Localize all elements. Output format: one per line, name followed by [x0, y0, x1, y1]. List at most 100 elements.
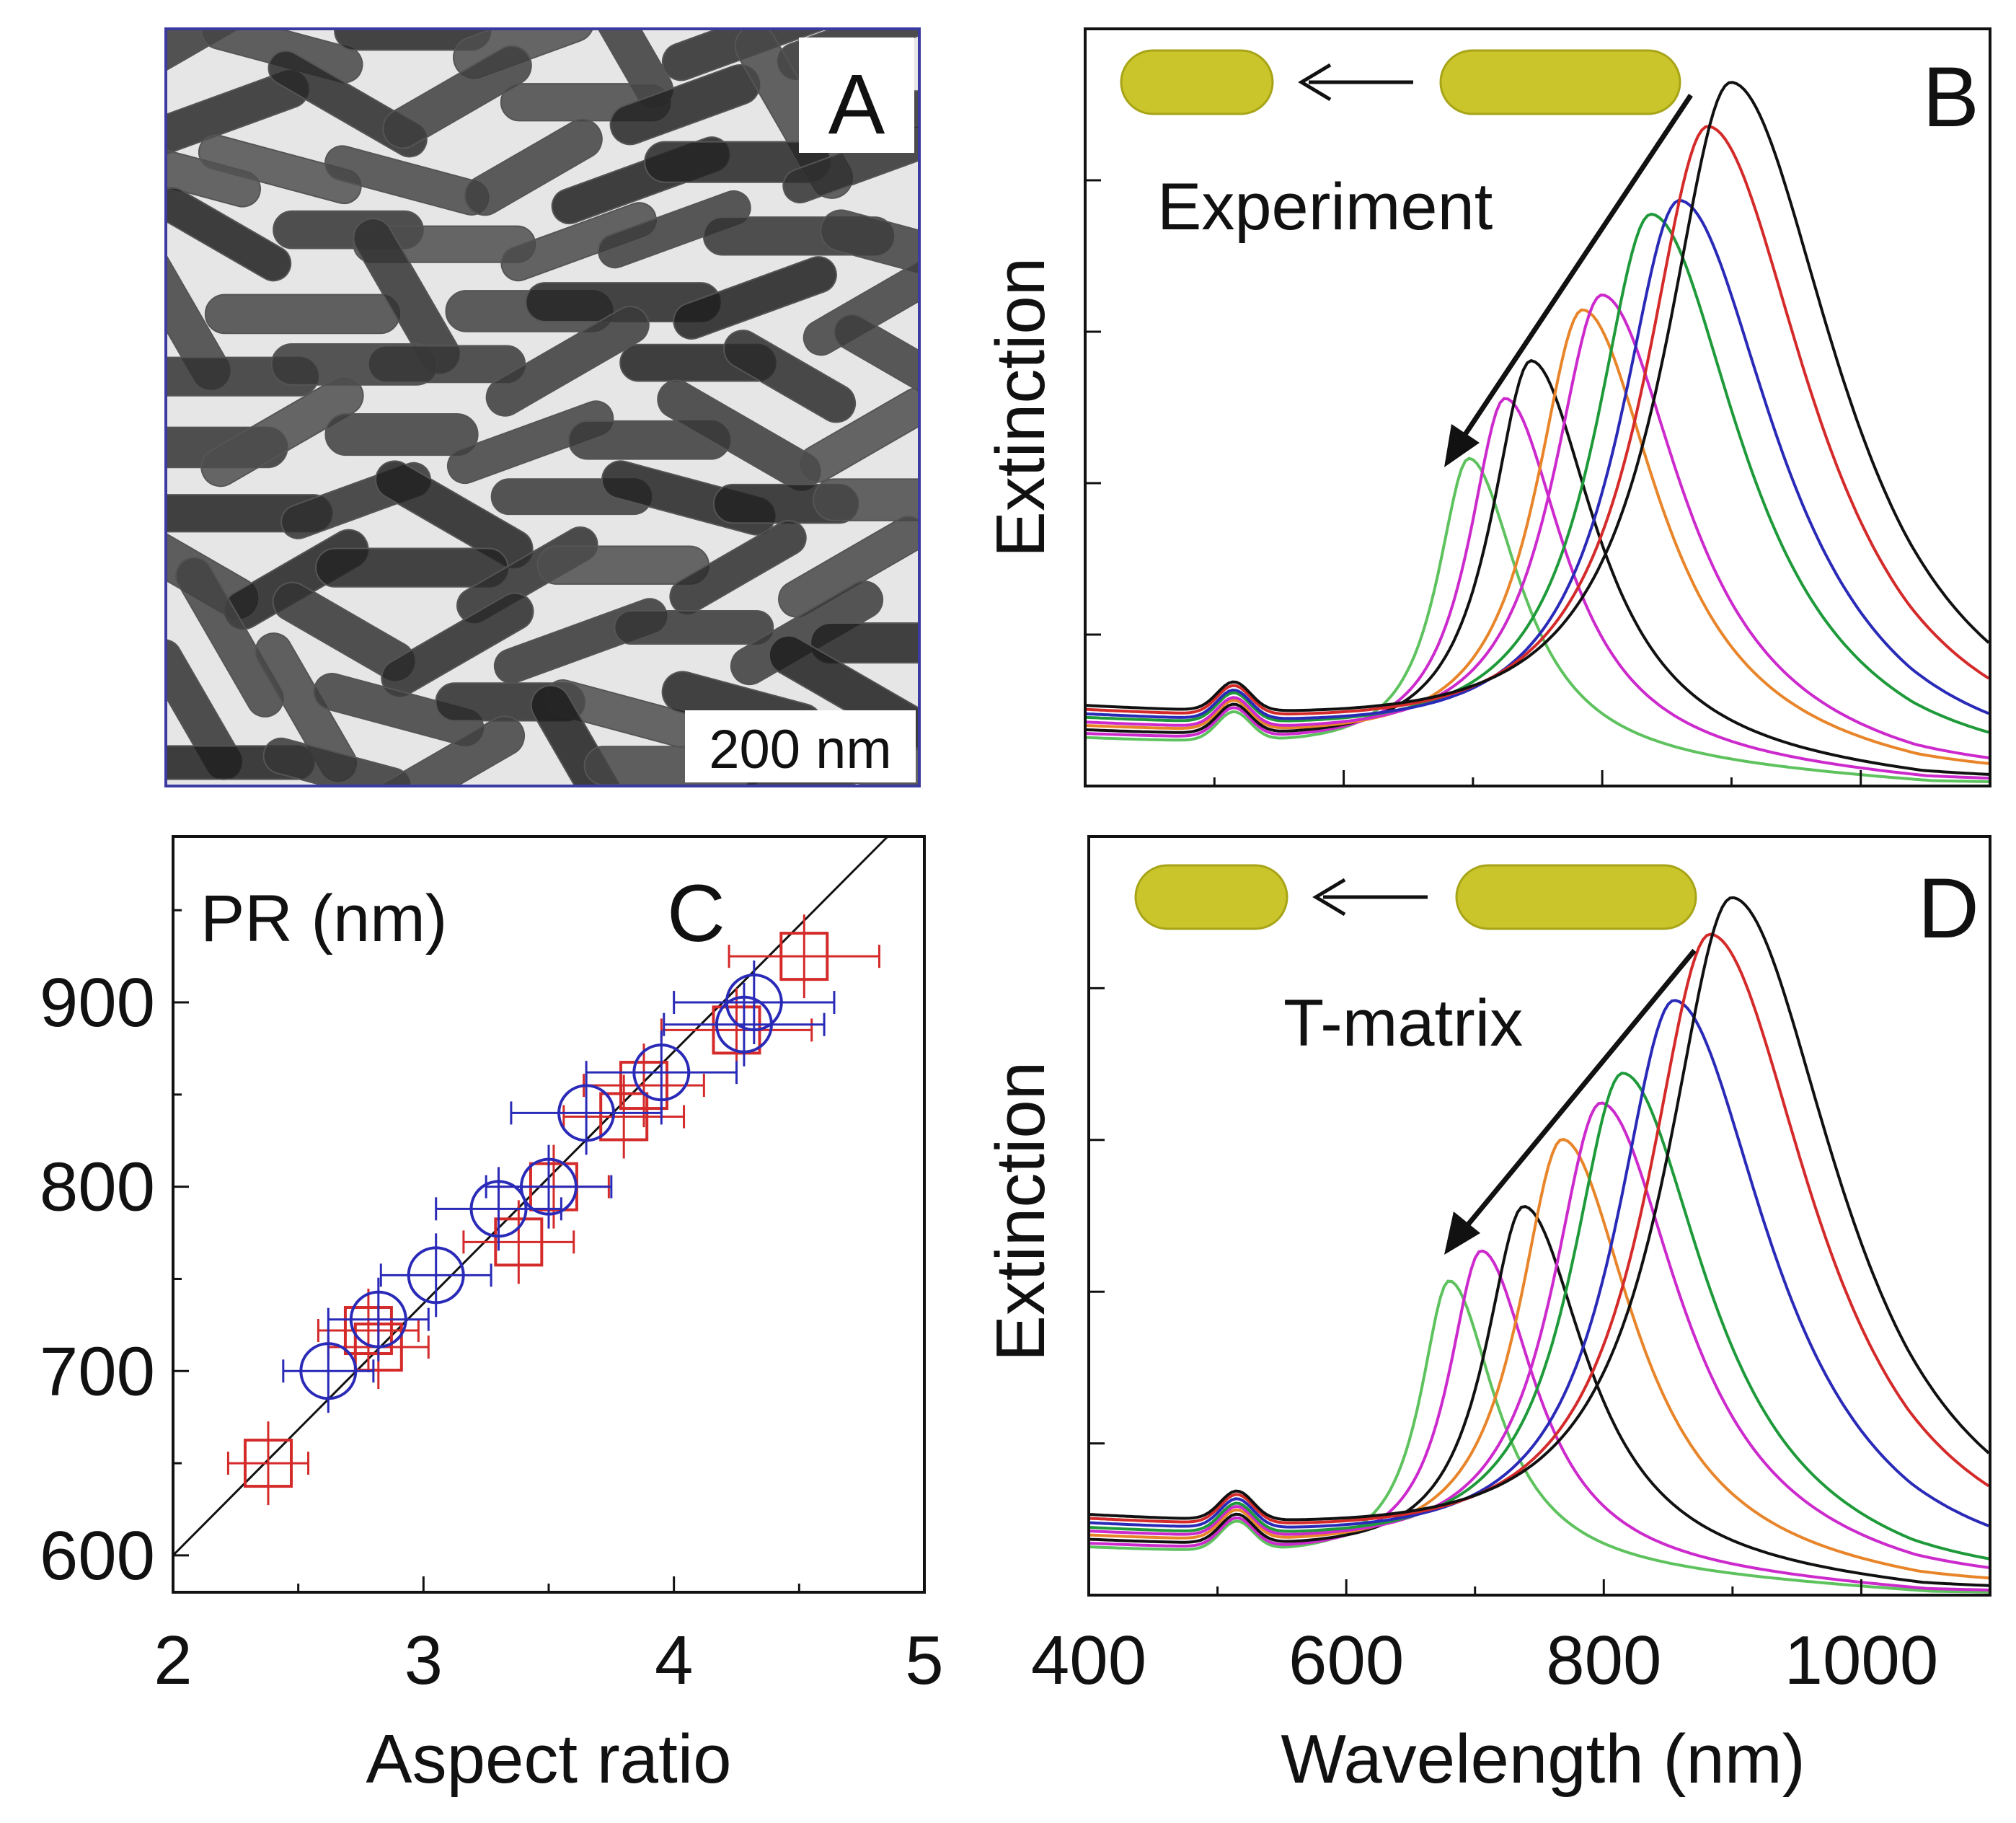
scatter-point-circle [349, 1290, 407, 1349]
panel-d-ticks: 400 600 800 1000 [1031, 986, 1938, 1699]
panel-d-curves [1089, 896, 1990, 1594]
spectrum-line [1089, 1072, 1989, 1561]
rod-long-icon-d [1455, 864, 1697, 930]
nanorod [614, 610, 774, 645]
trend-arrow-icon [1451, 94, 1693, 454]
nanorod [673, 256, 837, 340]
spectrum-line [1089, 932, 1990, 1524]
trend-arrow-icon-d [1453, 948, 1697, 1242]
y-tick-label: 800 [40, 1149, 155, 1226]
rod-small-icon [1120, 49, 1274, 115]
panel-d-xlabel: Wavelength (nm) [1281, 1721, 1805, 1798]
panel-b-ticks [1084, 179, 1862, 786]
scatter-point-square [599, 1092, 649, 1142]
nanorod [368, 715, 526, 786]
spectrum-line [1085, 456, 1989, 783]
spectrum-line [1085, 81, 1990, 712]
spectrum-line [1085, 397, 1989, 780]
scalebar-box [685, 710, 916, 782]
nanorod [204, 293, 401, 335]
nanorod [166, 133, 261, 208]
nanorod [446, 400, 614, 485]
trend-arrow-head-icon-d [1444, 1211, 1480, 1255]
panel-c: 2 3 4 5 600 700 800 900 PR (nm) C Aspect ratio [40, 835, 944, 1798]
tem-nanorods [166, 29, 919, 786]
panel-b: Experiment B Extinction [982, 27, 1991, 787]
nanorod [315, 547, 509, 588]
scatter-point-circle [725, 974, 783, 1032]
nanorod [597, 190, 751, 269]
x-tick-label: 600 [1288, 1622, 1404, 1699]
x-tick-label: 2 [154, 1622, 192, 1699]
nanorod [813, 478, 919, 521]
panel-a-letter-box [799, 37, 914, 153]
panel-c-letter: C [667, 868, 725, 958]
nanorod [669, 520, 807, 615]
rod-small-icon-d [1134, 864, 1288, 930]
panel-a-letter: A [828, 57, 885, 152]
rod-arrow-head-icon [1298, 63, 1332, 102]
spectrum-line [1089, 1205, 1989, 1587]
spectrum-line [1085, 293, 1989, 759]
y-tick-label: 700 [40, 1333, 155, 1410]
scatter-point-circle [299, 1342, 358, 1400]
tem-frame [164, 27, 921, 787]
spectrum-line [1089, 1138, 1989, 1580]
nanorod [464, 118, 603, 216]
nanorod [166, 187, 292, 282]
panel-d-letter: D [1918, 861, 1979, 956]
scatter-point-circle [520, 1157, 578, 1216]
scatter-point-circle [469, 1180, 528, 1238]
nanorod [175, 557, 284, 718]
x-tick-label: 3 [404, 1622, 443, 1699]
panel-d-frame [1087, 835, 1991, 1597]
scalebar-label: 200 nm [709, 719, 892, 780]
nanorod [262, 737, 411, 786]
panel-a: A 200 nm [164, 27, 921, 787]
rod-long-icon [1439, 49, 1681, 115]
x-tick-label: 4 [655, 1622, 693, 1699]
panel-d-ylabel: Extinction [982, 1061, 1059, 1361]
nanorod [810, 622, 919, 664]
panel-c-inner-label: PR (nm) [200, 882, 447, 955]
scatter-point-circle [632, 1043, 691, 1102]
scatter-point-square [243, 1439, 293, 1488]
panel-c-ticks: 2 3 4 5 600 700 800 900 [40, 909, 944, 1699]
x-tick-label: 400 [1031, 1622, 1146, 1699]
spectrum-line [1085, 212, 1989, 734]
spectrum-line [1089, 896, 1990, 1522]
spectrum-line [1089, 1249, 1989, 1592]
scatter-point-circle [407, 1246, 465, 1305]
scatter-point-square [779, 932, 829, 981]
spectrum-line [1085, 198, 1989, 720]
panel-b-curves [1085, 81, 1990, 783]
x-tick-label: 5 [905, 1622, 943, 1699]
scatter-point-square [494, 1217, 544, 1267]
trend-arrow-head-icon [1444, 424, 1480, 467]
nanorod [723, 330, 857, 423]
panel-b-letter: B [1922, 50, 1979, 145]
panel-b-ylabel: Extinction [982, 257, 1059, 557]
panel-d-label: T-matrix [1283, 986, 1523, 1060]
nanorod [166, 29, 252, 90]
spectrum-line [1085, 308, 1989, 765]
spectrum-line [1089, 1101, 1989, 1569]
panel-b-frame [1084, 27, 1991, 787]
nanorod [485, 305, 650, 417]
x-tick-label: 800 [1546, 1622, 1661, 1699]
panel-d: 400 600 800 1000 T-matrix D Extinction Wave… [982, 835, 1991, 1798]
nanorod [200, 376, 364, 487]
y-tick-label: 900 [40, 964, 155, 1041]
scatter-point-square [343, 1306, 393, 1356]
y-tick-label: 600 [40, 1517, 155, 1594]
panel-c-points [226, 914, 880, 1506]
nanorod [820, 209, 919, 286]
scatter-point-square [619, 1061, 668, 1111]
spectrum-line [1085, 125, 1990, 716]
nanorod [798, 387, 919, 483]
nanorod [324, 413, 479, 456]
scatter-point-circle [557, 1084, 616, 1142]
rod-arrow-head-icon-d [1312, 878, 1346, 917]
nanorod [367, 345, 526, 384]
